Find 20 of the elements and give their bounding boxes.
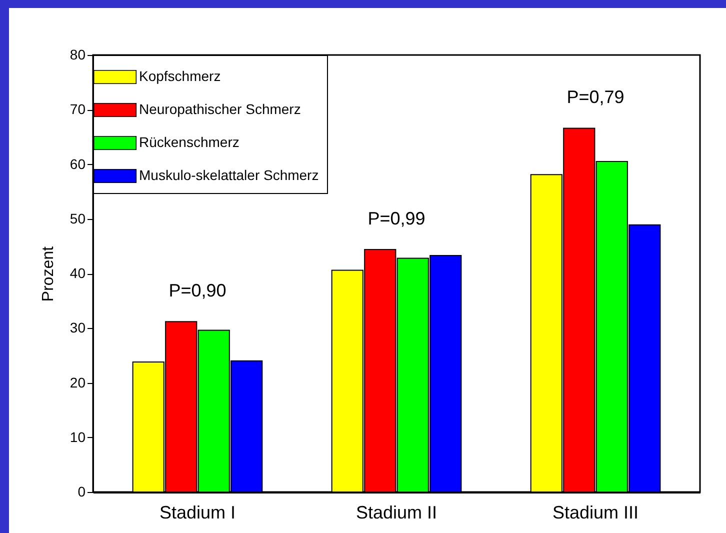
y-tick-label: 20 [70, 374, 86, 390]
y-tick-label: 80 [70, 46, 86, 62]
y-tick-label: 50 [70, 210, 86, 226]
legend-label: Rückenschmerz [139, 134, 240, 150]
y-tick-label: 70 [70, 101, 86, 118]
y-tick-label: 30 [70, 320, 86, 336]
legend-label: Neuropathischer Schmerz [139, 101, 301, 117]
y-axis-title: Prozent [40, 246, 57, 302]
x-tick-label: Stadium I [159, 502, 236, 522]
y-tick-label: 10 [70, 428, 86, 445]
y-tick-label: 40 [70, 265, 86, 281]
annotation: P=0,99 [368, 208, 426, 228]
x-tick-label: Stadium III [552, 502, 639, 522]
annotation: P=0,79 [566, 87, 624, 108]
annotation: P=0,90 [168, 280, 226, 301]
legend-label: Kopfschmerz [139, 68, 221, 84]
y-tick-label: 0 [78, 484, 86, 500]
x-tick-label: Stadium II [356, 502, 438, 522]
legend-label: Muskulo-skelattaler Schmerz [139, 167, 319, 183]
y-tick-label: 60 [70, 156, 86, 172]
